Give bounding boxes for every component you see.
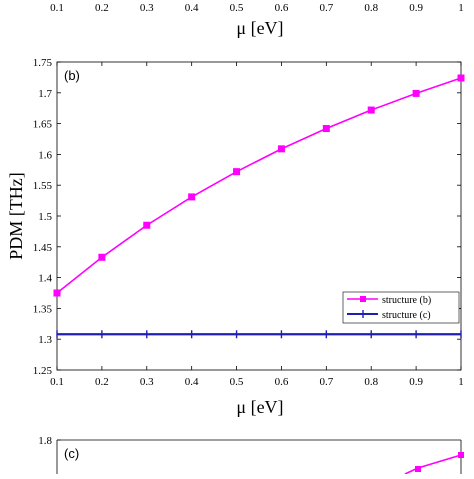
- panel-a-x-tick-label: 0.5: [230, 2, 244, 14]
- panel-b: 0.1 0.2 0.3 0.4 0.5 0.6 0.7 0.8 0.9 1 1.25 1.3 1.35 1…: [6, 57, 465, 417]
- panel-b-plot-frame: [56, 61, 462, 371]
- panel-a-x-tick-label: 0.6: [275, 2, 289, 14]
- panel-b-series: [53, 74, 465, 339]
- data-point-structure-b: [277, 145, 285, 153]
- panel-b-x-tick-label: 0.4: [185, 376, 199, 388]
- panel-a-x-tick-label: 0.1: [50, 2, 64, 14]
- data-point-structure-b: [98, 253, 106, 261]
- panel-b-x-tick-label: 0.5: [230, 376, 244, 388]
- panel-b-x-tick-label: 0.9: [409, 376, 423, 388]
- panel-b-y-tick-label: 1.4: [38, 273, 52, 285]
- panel-a-x-tick-label: 0.2: [95, 2, 109, 14]
- panel-c: 1.8 (c): [38, 435, 464, 475]
- legend-label-structure-b: structure (b): [382, 295, 431, 306]
- panel-a-x-tick-label: 0.3: [140, 2, 154, 14]
- legend-label-structure-c: structure (c): [382, 310, 431, 321]
- panel-b-legend: structure (b) structure (c): [342, 291, 460, 324]
- series-line-structure-b: [56, 77, 462, 294]
- panel-b-y-tick-label: 1.65: [33, 119, 53, 131]
- panel-a-x-axis-title: μ [eV]: [236, 18, 283, 38]
- panel-b-y-tick-label: 1.25: [33, 365, 53, 377]
- panel-a-x-tick-label: 0.9: [409, 2, 423, 14]
- panel-b-x-tick-label: 0.1: [50, 376, 64, 388]
- panel-b-x-tick-label: 0.7: [319, 376, 333, 388]
- data-point-structure-b: [412, 89, 420, 97]
- panel-b-y-tick-label: 1.5: [38, 211, 52, 223]
- data-point-structure-b: [188, 193, 196, 201]
- panel-b-y-tick-label: 1.55: [33, 180, 53, 192]
- panel-a-x-tick-label: 0.4: [185, 2, 199, 14]
- panel-c-series-marker: [458, 452, 464, 458]
- panel-a-x-tick-label: 0.7: [319, 2, 333, 14]
- panel-b-y-tick-label: 1.6: [38, 149, 52, 161]
- panel-c-label: (c): [64, 446, 79, 461]
- data-point-structure-b: [53, 289, 61, 297]
- panel-b-y-tick-label: 1.35: [33, 303, 53, 315]
- panel-b-x-tick-label: 0.3: [140, 376, 154, 388]
- data-point-structure-b: [143, 221, 151, 229]
- panel-c-series-marker: [415, 466, 421, 472]
- panel-b-ticks: 0.1 0.2 0.3 0.4 0.5 0.6 0.7 0.8 0.9 1 1.25 1.3 1.35 1…: [33, 57, 464, 388]
- panel-b-y-tick-label: 1.45: [33, 242, 53, 254]
- panel-b-label: (b): [64, 68, 80, 83]
- data-point-structure-b: [233, 168, 241, 176]
- panel-b-x-tick-label: 1: [458, 376, 464, 388]
- panel-a-x-tick-label: 0.8: [364, 2, 378, 14]
- panel-a-x-tick-label: 1: [458, 2, 464, 14]
- data-point-structure-b: [367, 106, 375, 114]
- panel-b-y-axis-title: PDM [THz]: [6, 172, 26, 260]
- panel-b-x-tick-label: 0.2: [95, 376, 109, 388]
- data-point-structure-b: [457, 74, 465, 82]
- data-point-structure-b: [322, 125, 330, 133]
- panel-b-y-tick-label: 1.7: [38, 88, 52, 100]
- panel-c-y-tick-label: 1.8: [38, 435, 52, 447]
- panel-c-series-line: [404, 454, 462, 475]
- legend-marker-structure-b: [360, 296, 366, 302]
- panel-b-x-axis-title: μ [eV]: [236, 397, 283, 417]
- panel-b-x-tick-label: 0.8: [364, 376, 378, 388]
- panel-a: 0.1 0.2 0.3 0.4 0.5 0.6 0.7 0.8 0.9 1: [50, 2, 464, 14]
- panel-b-y-tick-label: 1.3: [38, 334, 52, 346]
- panel-b-x-tick-label: 0.6: [275, 376, 289, 388]
- panel-b-y-tick-label: 1.75: [33, 57, 53, 69]
